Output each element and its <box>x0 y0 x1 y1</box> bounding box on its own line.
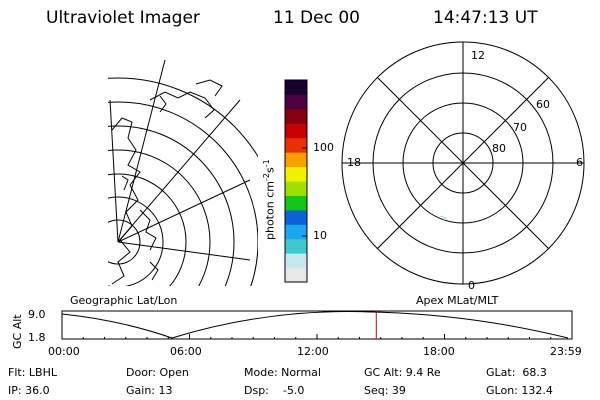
polar-plot <box>341 41 585 285</box>
colorbar-swatch <box>285 253 307 269</box>
orbit-x-tick-0: 00:00 <box>48 345 80 358</box>
colorbar-swatch <box>285 238 307 254</box>
glon-info: GLon: 132.4 <box>486 384 553 397</box>
colorbar-swatch <box>285 152 307 168</box>
colorbar-tick-100: 100 <box>313 141 334 154</box>
door-info: Door: Open <box>126 366 189 379</box>
mlat-60-label: 60 <box>536 98 550 111</box>
colorbar-unit-text: photon cm <box>263 181 277 240</box>
time-label: 14:47:13 UT <box>433 8 538 28</box>
colorbar-swatch <box>285 80 307 95</box>
colorbar-frame <box>284 79 308 283</box>
filter-info: Flt: LBHL <box>8 366 57 379</box>
colorbar <box>284 79 308 283</box>
geographic-map <box>108 60 258 286</box>
orbit-x-tick-4: 23:59 <box>550 345 582 358</box>
mlt-0-label: 0 <box>468 279 475 292</box>
mlat-80-label: 80 <box>492 142 506 155</box>
gain-info: Gain: 13 <box>126 384 173 397</box>
colorbar-swatch <box>285 195 307 211</box>
colorbar-swatch <box>285 267 307 283</box>
orbit-x-tick-3: 18:00 <box>423 345 455 358</box>
colorbar-unit-mid: s <box>263 167 277 174</box>
colorbar-unit-exp2: -1 <box>262 159 271 168</box>
colorbar-tick-10: 10 <box>313 229 327 242</box>
geo-grid <box>108 60 258 286</box>
mode-info: Mode: Normal <box>244 366 321 379</box>
seq-info: Seq: 39 <box>364 384 406 397</box>
colorbar-swatch <box>285 209 307 225</box>
polar-plot-label: Apex MLat/MLT <box>416 294 499 307</box>
dsp-info: Dsp: -5.0 <box>244 384 305 397</box>
orbit-x-tick-2: 12:00 <box>297 345 329 358</box>
instrument-title: Ultraviolet Imager <box>46 8 200 28</box>
gc-alt-info: GC Alt: 9.4 Re <box>364 366 441 379</box>
orbit-y-top: 9.0 <box>28 308 46 321</box>
colorbar-swatch <box>285 108 307 124</box>
colorbar-unit-label: photon cm-2s-1 <box>262 159 277 240</box>
glat-info: GLat: 68.3 <box>486 366 547 379</box>
orbit-altitude-curve <box>61 311 569 339</box>
colorbar-swatch <box>285 166 307 182</box>
date-label: 11 Dec 00 <box>273 8 360 28</box>
colorbar-swatch <box>285 94 307 110</box>
colorbar-swatch <box>285 137 307 153</box>
colorbar-swatch <box>285 224 307 240</box>
orbit-ylabel: GC Alt <box>11 314 24 349</box>
geographic-map-label: Geographic Lat/Lon <box>70 294 178 307</box>
mlt-6-label: 6 <box>576 156 583 169</box>
mlat-70-label: 70 <box>513 121 527 134</box>
mlt-18-label: 18 <box>347 156 361 169</box>
ip-info: IP: 36.0 <box>8 384 50 397</box>
colorbar-swatch <box>285 181 307 196</box>
orbit-plot <box>61 310 573 340</box>
colorbar-swatch <box>285 123 307 139</box>
orbit-x-tick-1: 06:00 <box>170 345 202 358</box>
colorbar-unit-exp1: -2 <box>262 173 271 182</box>
orbit-y-bottom: 1.8 <box>28 331 46 344</box>
mlt-12-label: 12 <box>471 49 485 62</box>
